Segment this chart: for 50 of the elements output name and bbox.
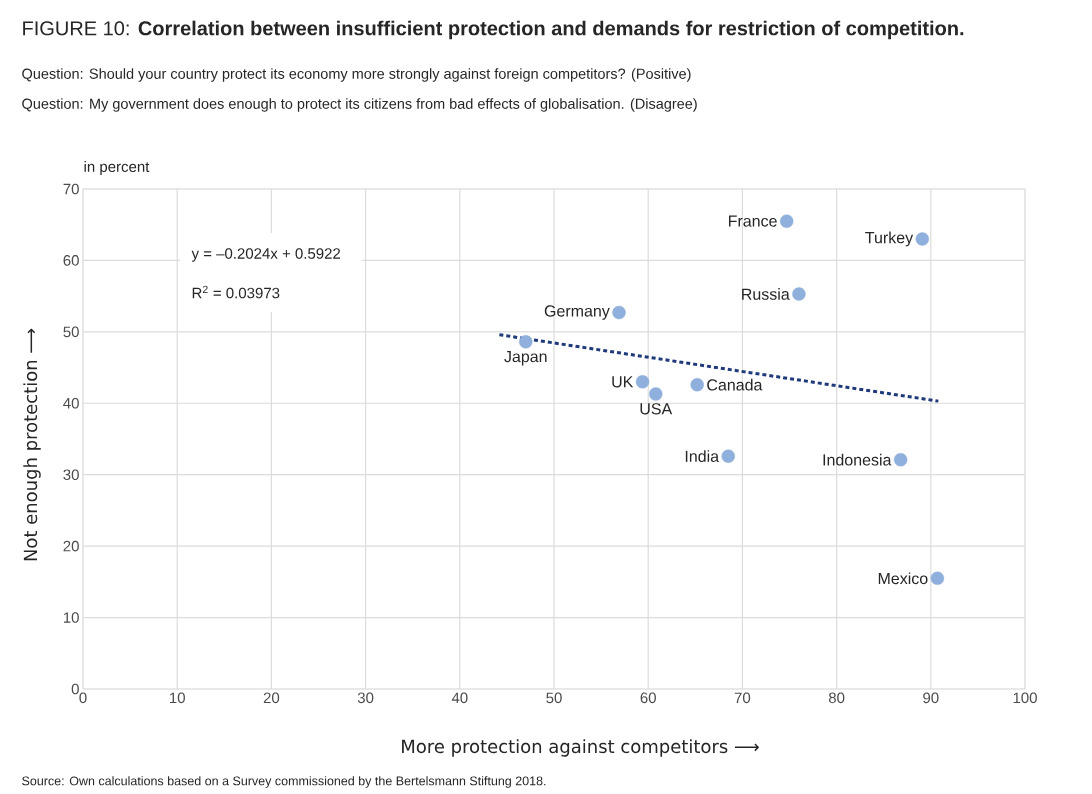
point <box>893 453 908 467</box>
x-tick-label: 50 <box>546 692 562 704</box>
x-tick-label: 80 <box>828 692 845 704</box>
point <box>779 214 794 228</box>
x-tick-label: 0 <box>79 692 87 704</box>
x-tick-label: 40 <box>451 692 468 704</box>
x-tick-label: 70 <box>734 692 751 704</box>
point <box>649 387 663 401</box>
point <box>519 335 533 349</box>
x-tick-label: 20 <box>263 692 280 704</box>
point <box>635 375 650 389</box>
x-tick-label: 60 <box>640 692 656 704</box>
annotation: France <box>729 215 777 227</box>
point <box>690 378 704 392</box>
point <box>915 232 930 246</box>
text: Question: My government does enough to protect its citizens from bad effects of globalisation. (Disagree) <box>22 98 697 112</box>
annotation: India <box>685 450 720 463</box>
y-tick-label: 40 <box>63 397 79 409</box>
annotation: UK <box>612 376 634 388</box>
y-tick-label: 70 <box>63 183 79 195</box>
point <box>612 305 626 320</box>
annotation: Russia <box>742 288 790 300</box>
x-tick-label: 10 <box>170 692 185 704</box>
x-tick-label: 90 <box>923 692 939 704</box>
annotation: Indonesia <box>823 453 892 466</box>
annotation: Mexico <box>878 572 928 585</box>
y-tick-label: 30 <box>63 469 79 481</box>
point <box>792 287 806 301</box>
annotation: Japan <box>504 351 547 366</box>
annotation: Germany <box>544 305 610 320</box>
annotation: y = –0.2024x + 0.5922 <box>191 248 341 262</box>
y-tick-label: 20 <box>63 540 79 552</box>
annotation: Canada <box>707 378 763 391</box>
point <box>721 449 735 463</box>
chart-subtitle: Question: Should your country protect its economy more strongly against foreign competitors? (Positive) <box>22 68 691 82</box>
annotation: R$^{2}$ = 0.03973 <box>192 285 280 299</box>
chart-title: FIGURE 10: Correlation between insufficient protection and demands for restriction of competition. <box>23 20 964 40</box>
y-tick-label: 50 <box>63 326 79 338</box>
point <box>930 571 945 585</box>
x-tick-label: 30 <box>357 692 374 704</box>
y-axis-title: Not enough protection ⟶ <box>23 328 41 561</box>
y-tick-label: 0 <box>71 683 79 695</box>
y-tick-label: 10 <box>63 612 79 623</box>
source-note: Source: Own calculations based on a Survey commissioned by the Bertelsmann Stiftung 2018. <box>22 776 546 788</box>
annotation: Turkey <box>865 231 914 247</box>
y-tick-label: 60 <box>63 255 79 266</box>
text: in percent <box>84 160 150 175</box>
x-axis-title: More protection against competitors ⟶ <box>402 739 759 757</box>
annotation: USA <box>640 403 673 415</box>
x-tick-label: 100 <box>1013 692 1037 704</box>
